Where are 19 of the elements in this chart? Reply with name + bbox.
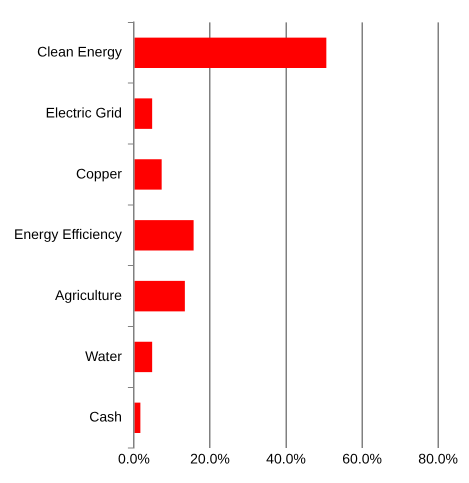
bar [134,402,140,433]
bar [134,38,326,68]
y-tick-label: Copper [76,165,122,182]
bar [134,342,152,372]
y-tick-label: Clean Energy [37,44,122,60]
y-tick-label: Water [85,348,122,364]
x-tick-label: 60.0% [342,450,382,466]
bar [134,220,194,251]
y-tick-label: Electric Grid [46,104,122,120]
bar [134,280,185,312]
x-tick-label: 20.0% [190,450,230,466]
y-tick-label: Cash [89,408,122,425]
x-tick-label: 40.0% [266,450,306,466]
bar [134,98,152,129]
bar [134,159,162,190]
y-tick-label: Agriculture [54,286,122,303]
x-tick-label: 80.0% [418,450,458,466]
x-tick-label: 0.0% [118,450,150,466]
y-tick-label: Energy Efficiency [14,226,122,242]
